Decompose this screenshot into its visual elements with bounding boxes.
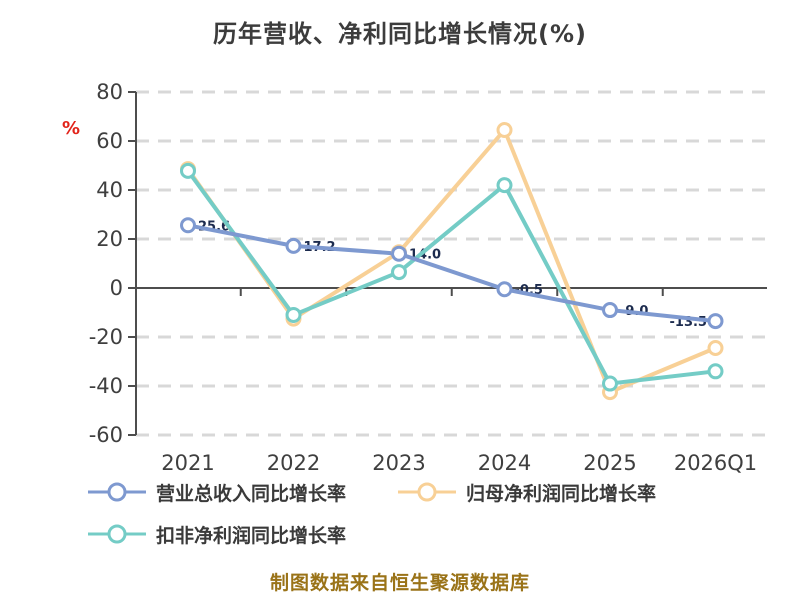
series-markers-1 (180, 121, 724, 401)
legend-marker-deducted-profit-icon (88, 524, 146, 544)
series-markers-2 (180, 162, 724, 392)
y-tick-label: -20 (89, 325, 123, 349)
data-point-marker (496, 177, 513, 194)
data-point-marker (496, 121, 513, 138)
series-line-1 (186, 127, 718, 395)
series-line-2 (186, 168, 718, 386)
legend-label-net-profit-growth: 归母净利润同比增长率 (466, 482, 657, 505)
legend-item-net-profit-growth: 归母净利润同比增长率 (398, 480, 657, 505)
data-point-marker (496, 281, 513, 298)
data-point-marker (602, 375, 618, 392)
axes (128, 91, 767, 436)
legend-marker-net-profit-icon (398, 482, 456, 502)
data-point-marker (180, 162, 196, 179)
legend-label-deducted-profit-growth: 扣非净利润同比增长率 (156, 524, 347, 547)
data-point-marker (707, 313, 724, 330)
y-tick-label: -60 (89, 423, 123, 447)
y-tick-label: 20 (96, 227, 123, 251)
legend-item-revenue-growth: 营业总收入同比增长率 (88, 480, 347, 505)
x-axis-tick-labels: 2021 2022 2023 2024 2025 2026Q1 (161, 451, 757, 475)
x-tick-label: 2022 (267, 451, 320, 475)
legend-marker-revenue-icon (88, 482, 146, 502)
x-tick-label: 2026Q1 (674, 451, 757, 475)
data-point-marker (602, 302, 618, 319)
x-tick-label: 2025 (583, 451, 636, 475)
legend-item-deducted-profit-growth: 扣非净利润同比增长率 (88, 522, 347, 547)
y-axis-tick-labels: 80 60 40 20 0 -20 -40 -60 (89, 80, 123, 447)
chart-title: 历年营收、净利同比增长情况(%) (213, 20, 587, 48)
y-tick-label: 40 (96, 178, 123, 202)
x-tick-label: 2023 (372, 451, 425, 475)
y-tick-label: 0 (110, 276, 123, 300)
x-tick-label: 2024 (478, 451, 531, 475)
data-point-marker (707, 340, 724, 357)
x-tick-label: 2021 (161, 451, 214, 475)
y-axis-unit-label: % (62, 118, 81, 139)
data-point-marker (391, 245, 407, 262)
data-point-marker (391, 264, 407, 281)
y-tick-label: 60 (96, 129, 123, 153)
series-markers-0 (180, 217, 724, 330)
y-tick-label: 80 (96, 80, 123, 104)
data-point-marker (285, 306, 302, 323)
gridlines (136, 90, 767, 437)
data-point-marker (285, 237, 302, 254)
data-source-note: 制图数据来自恒生聚源数据库 (269, 572, 530, 594)
series-line-0 (186, 223, 718, 324)
y-tick-label: -40 (89, 374, 123, 398)
data-point-marker (707, 363, 724, 380)
legend-label-revenue-growth: 营业总收入同比增长率 (156, 482, 347, 505)
data-point-marker (180, 217, 196, 234)
